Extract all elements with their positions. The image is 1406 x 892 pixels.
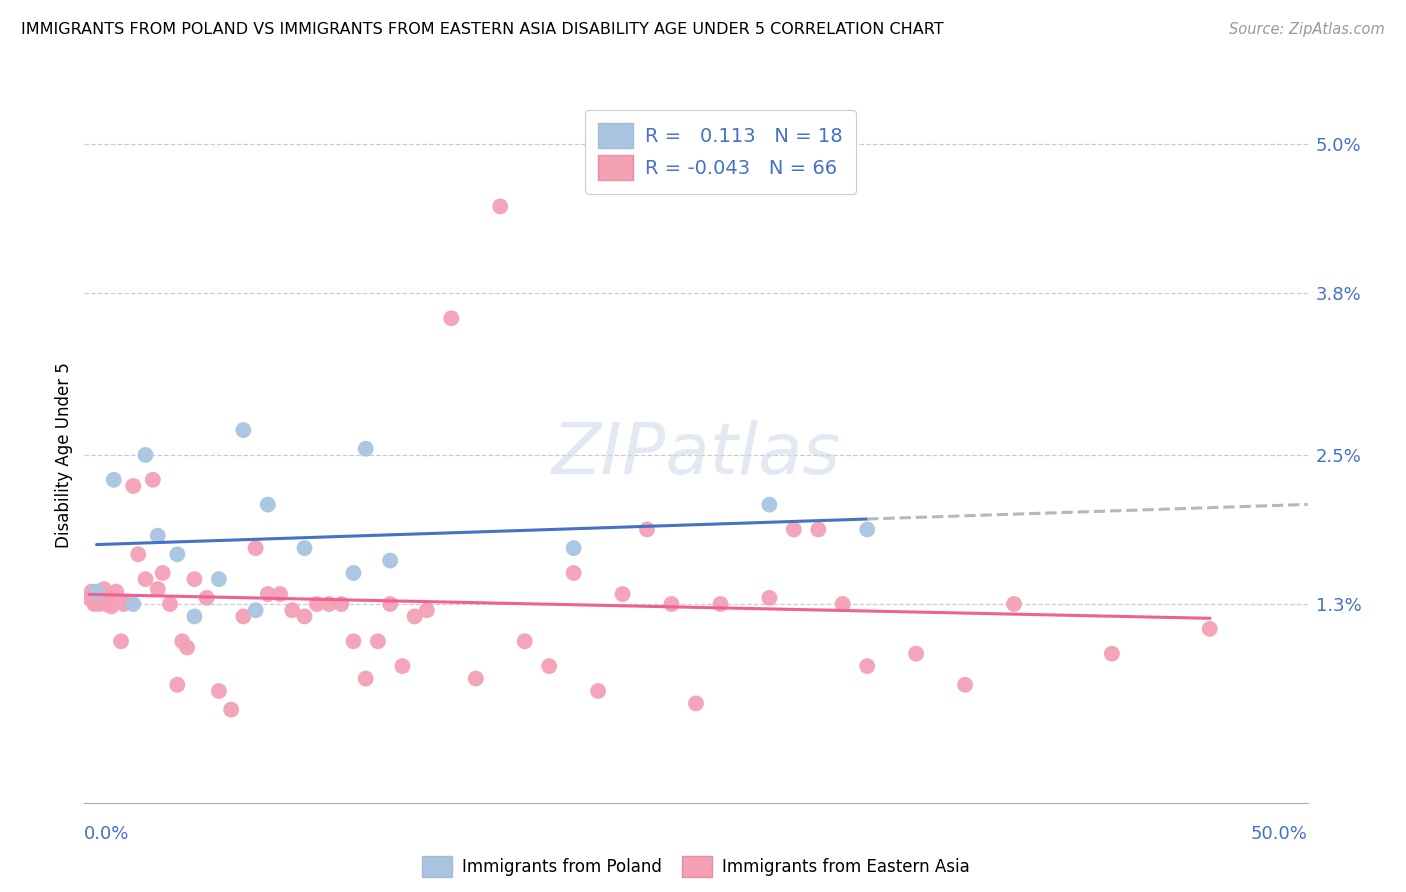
Point [380, 597, 402, 611]
Point [562, 566, 585, 580]
Point [269, 587, 291, 601]
Point [354, 672, 377, 686]
Point [612, 587, 634, 601]
Point [117, 594, 139, 608]
Point [586, 684, 609, 698]
Text: 0.0%: 0.0% [84, 825, 129, 843]
Point [856, 659, 879, 673]
Point [127, 547, 149, 561]
Point [685, 697, 707, 711]
Point [105, 584, 128, 599]
Point [953, 678, 976, 692]
Point [96, 597, 118, 611]
Point [219, 703, 242, 717]
Point [305, 597, 328, 611]
Point [354, 442, 377, 456]
Text: Source: ZipAtlas.com: Source: ZipAtlas.com [1229, 22, 1385, 37]
Point [183, 609, 205, 624]
Point [245, 603, 267, 617]
Point [135, 448, 157, 462]
Point [112, 597, 135, 611]
Point [80, 584, 103, 599]
Point [380, 553, 402, 567]
Point [440, 311, 463, 326]
Point [294, 541, 316, 555]
Point [416, 603, 439, 617]
Point [146, 582, 169, 596]
Point [122, 597, 145, 611]
Point [208, 684, 231, 698]
Point [562, 541, 585, 555]
Point [232, 609, 254, 624]
Point [257, 498, 280, 512]
Point [93, 582, 115, 596]
Point [87, 597, 110, 611]
Point [83, 597, 105, 611]
Point [294, 609, 316, 624]
Point [391, 659, 413, 673]
Point [86, 591, 108, 605]
Point [97, 591, 120, 605]
Legend: Immigrants from Poland, Immigrants from Eastern Asia: Immigrants from Poland, Immigrants from … [416, 849, 976, 884]
Point [513, 634, 536, 648]
Point [166, 678, 188, 692]
Point [905, 647, 928, 661]
Text: 50.0%: 50.0% [1251, 825, 1308, 843]
Point [367, 634, 389, 648]
Point [330, 597, 353, 611]
Point [489, 199, 512, 213]
Point [257, 587, 280, 601]
Point [86, 584, 108, 599]
Point [636, 523, 658, 537]
Point [110, 634, 132, 648]
Point [1002, 597, 1025, 611]
Point [709, 597, 731, 611]
Point [172, 634, 194, 648]
Y-axis label: Disability Age Under 5: Disability Age Under 5 [55, 362, 73, 548]
Point [159, 597, 181, 611]
Point [90, 587, 112, 601]
Point [758, 498, 780, 512]
Point [464, 672, 486, 686]
Point [831, 597, 853, 611]
Point [404, 609, 426, 624]
Point [661, 597, 683, 611]
Point [152, 566, 174, 580]
Point [281, 603, 304, 617]
Point [783, 523, 806, 537]
Point [1198, 622, 1220, 636]
Point [142, 473, 165, 487]
Text: ZIPatlas: ZIPatlas [551, 420, 841, 490]
Point [146, 529, 169, 543]
Point [342, 566, 364, 580]
Point [342, 634, 364, 648]
Point [77, 591, 100, 605]
Point [195, 591, 218, 605]
Point [856, 523, 879, 537]
Point [103, 473, 125, 487]
Point [538, 659, 561, 673]
Point [122, 479, 145, 493]
Point [1101, 647, 1123, 661]
Point [318, 597, 340, 611]
Point [758, 591, 780, 605]
Point [166, 547, 188, 561]
Point [176, 640, 198, 655]
Point [245, 541, 267, 555]
Point [100, 599, 122, 614]
Text: IMMIGRANTS FROM POLAND VS IMMIGRANTS FROM EASTERN ASIA DISABILITY AGE UNDER 5 CO: IMMIGRANTS FROM POLAND VS IMMIGRANTS FRO… [21, 22, 943, 37]
Point [232, 423, 254, 437]
Point [807, 523, 830, 537]
Point [135, 572, 157, 586]
Point [183, 572, 205, 586]
Point [208, 572, 231, 586]
